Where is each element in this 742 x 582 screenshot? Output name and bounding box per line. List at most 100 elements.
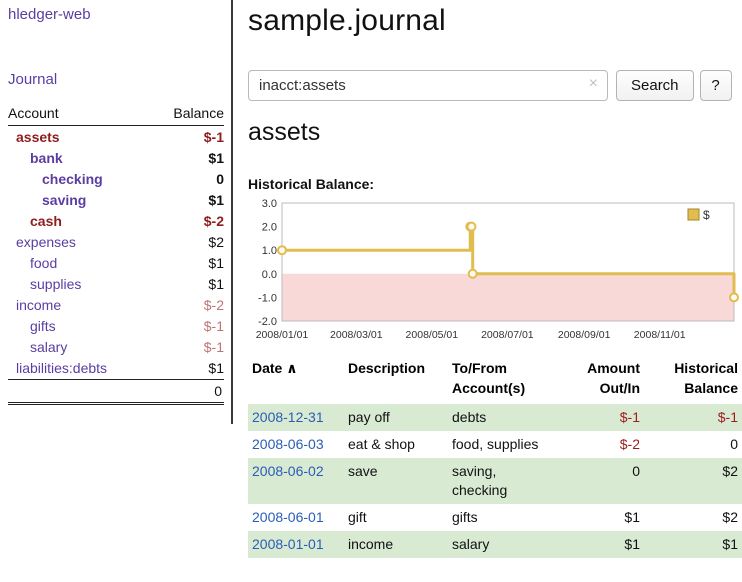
account-row: bank $1 [8,147,224,168]
y-tick-label: 1.0 [262,245,277,257]
accounts-total-value: 0 [214,383,222,399]
register-row: 2008-01-01 income salary $1 $1 [248,530,742,558]
account-link-checking[interactable]: checking [42,170,103,187]
account-balance: $1 [208,191,224,208]
register-row: 2008-06-01 gift gifts $1 $2 [248,504,742,531]
cell-amount: $-1 [619,409,640,426]
accounts-table-header: Account Balance [8,103,224,126]
cell-date: 2008-01-01 [248,531,344,558]
cell-balance: $2 [722,508,738,525]
register-header-row: Date ∧ Description To/From Account(s) Amo… [248,356,742,404]
transaction-date-link[interactable]: 2008-12-31 [252,409,324,426]
account-link-bank[interactable]: bank [30,149,63,166]
account-row: income $-2 [8,294,224,315]
cell-accounts: debts [452,409,487,426]
section-heading: assets [248,118,321,146]
account-link-cash[interactable]: cash [30,212,62,229]
account-row: assets $-1 [8,126,224,147]
accounts-total-row: 0 [8,379,224,405]
cell-description: pay off [348,409,390,426]
register-header-amount: Amount Out/In [587,360,640,396]
cell-accounts: gifts [452,508,478,525]
register-header-accounts: To/From Account(s) [452,360,526,396]
account-row: salary $-1 [8,336,224,357]
sidebar-divider [231,0,233,424]
y-tick-label: 0.0 [262,269,277,281]
cell-description: income [348,535,394,552]
cell-description: gift [348,508,367,525]
account-link-supplies[interactable]: supplies [30,275,82,292]
cell-description: save [348,462,378,479]
data-point-marker [277,245,287,256]
legend-label: $ [703,208,710,222]
sidebar: hledger-web Journal Account Balance asse… [0,0,231,405]
transaction-date-link[interactable]: 2008-06-01 [252,508,324,525]
account-balance: $-2 [203,212,224,229]
cell-description: eat & shop [348,436,415,453]
data-point-marker [729,292,739,303]
cell-balance: $1 [722,535,738,552]
account-link-liabilities-debts[interactable]: liabilities:debts [16,359,108,376]
page-title: sample.journal [248,4,446,37]
search-box: × [248,70,608,101]
account-balance: 0 [216,170,224,187]
accounts-header-account: Account [8,105,59,121]
register-header-date: Date ∧ [248,356,344,404]
account-balance: $-1 [203,338,224,355]
search-input[interactable] [248,70,608,101]
y-tick-label: 2.0 [262,222,277,234]
account-link-income[interactable]: income [16,296,62,313]
account-row: cash $-2 [8,210,224,231]
accounts-table: Account Balance assets $-1 bank $1 checking 0… [8,103,224,405]
account-row: saving $1 [8,189,224,210]
account-row: liabilities:debts $1 [8,357,224,378]
cell-accounts: saving, checking [452,462,508,498]
account-row: checking 0 [8,168,224,189]
help-button[interactable]: ? [699,70,732,101]
clear-search-icon[interactable]: × [588,75,598,92]
account-row: supplies $1 [8,273,224,294]
cell-amount: $1 [624,508,640,525]
transaction-date-link[interactable]: 2008-06-02 [252,462,324,479]
transaction-date-link[interactable]: 2008-06-03 [252,436,324,453]
sort-by-date-link[interactable]: Date ∧ [252,360,298,376]
x-tick-label: 2008/09/01 [558,329,611,341]
account-row: gifts $-1 [8,315,224,336]
register-header-balance: Historical Balance [674,360,738,396]
x-tick-label: 2008/11/01 [634,329,686,341]
cell-balance: $-1 [717,409,738,426]
account-balance: $-2 [203,296,224,313]
cell-accounts: food, supplies [452,436,539,453]
app-title-link[interactable]: hledger-web [8,6,91,23]
register-header-description: Description [348,360,426,376]
chart-title: Historical Balance: [248,176,375,192]
y-tick-label: -2.0 [258,316,277,328]
account-link-salary[interactable]: salary [30,338,68,355]
account-balance: $1 [208,359,224,376]
search-bar: × Search ? [248,70,732,101]
account-balance: $-1 [203,317,224,334]
account-link-food[interactable]: food [30,254,58,271]
register-table-body: 2008-12-31 pay off debts $-1 $-1 2008-06-03 ea… [248,404,742,558]
account-balance: $1 [208,254,224,271]
transaction-date-link[interactable]: 2008-01-01 [252,535,324,552]
register-row: 2008-06-03 eat & shop food, supplies $-2 0 [248,431,742,458]
register-table: Date ∧ Description To/From Account(s) Amo… [248,356,742,558]
data-point-marker [467,268,478,279]
account-link-expenses[interactable]: expenses [16,233,76,250]
sidebar-item-journal[interactable]: Journal [8,71,58,88]
account-link-assets[interactable]: assets [16,128,60,145]
main-content: sample.journal × Search ? assets Histori… [248,0,742,582]
register-row: 2008-12-31 pay off debts $-1 $-1 [248,404,742,432]
cell-amount: 0 [632,462,640,479]
search-button[interactable]: Search [616,70,694,101]
x-tick-label: 2008/05/01 [406,329,459,341]
cell-amount: $1 [624,535,640,552]
account-link-saving[interactable]: saving [42,191,87,208]
cell-accounts: salary [452,535,490,552]
account-balance: $-1 [203,128,224,145]
account-balance: $1 [208,275,224,292]
cell-date: 2008-06-02 [248,458,344,504]
account-link-gifts[interactable]: gifts [30,317,56,334]
